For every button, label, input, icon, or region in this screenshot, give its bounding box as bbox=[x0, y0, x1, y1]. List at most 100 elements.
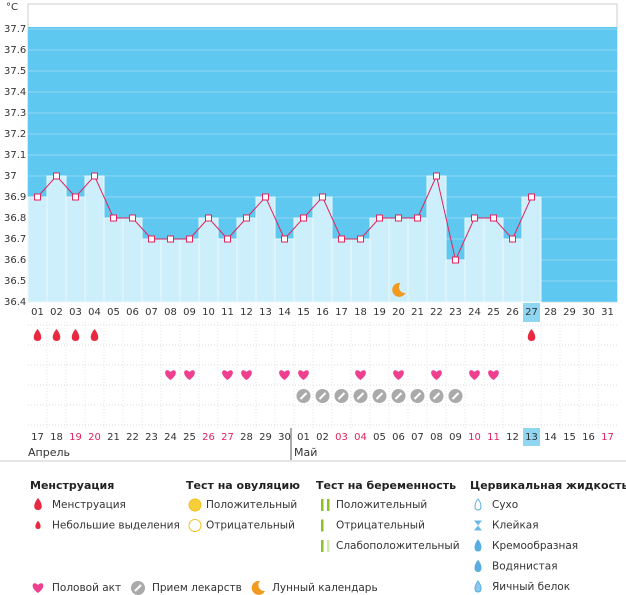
temp-column bbox=[103, 217, 124, 303]
x-tick-label: 24 bbox=[468, 307, 481, 318]
menstruation-mark bbox=[52, 329, 61, 341]
legend-item: Слабоположительный bbox=[336, 540, 460, 552]
legend-item: Отрицательный bbox=[336, 520, 425, 532]
x-tick-label: 10 bbox=[202, 307, 215, 318]
cycle-day-label: 06 bbox=[392, 432, 405, 443]
cycle-day-label: 22 bbox=[126, 432, 139, 443]
temp-point bbox=[338, 235, 345, 243]
x-tick-label: 02 bbox=[50, 307, 63, 318]
pill-slash bbox=[337, 392, 346, 400]
temp-column bbox=[236, 217, 257, 303]
temp-column bbox=[141, 238, 162, 303]
cycle-day-label: 10 bbox=[468, 432, 481, 443]
x-tick-label: 31 bbox=[601, 307, 614, 318]
temp-point bbox=[395, 214, 402, 222]
medication-mark bbox=[429, 389, 444, 403]
legend-icon bbox=[474, 580, 482, 593]
x-tick-label: 30 bbox=[582, 307, 595, 318]
legend-icon bbox=[251, 580, 265, 595]
x-tick-label: 22 bbox=[430, 307, 443, 318]
temp-point bbox=[376, 214, 383, 222]
legend-item: Отрицательный bbox=[206, 520, 295, 532]
cycle-day-label: 16 bbox=[582, 432, 595, 443]
temp-point bbox=[281, 235, 288, 243]
legend-item: Сухо bbox=[492, 499, 518, 511]
pill-slash bbox=[413, 392, 422, 400]
medication-mark bbox=[448, 389, 463, 403]
x-tick-label: 16 bbox=[316, 307, 329, 318]
legend-icon bbox=[131, 581, 145, 595]
x-tick-label: 28 bbox=[544, 307, 557, 318]
y-tick-label: 36.8 bbox=[4, 213, 26, 224]
legend-item: Менструация bbox=[52, 499, 126, 511]
selected-day bbox=[523, 303, 540, 322]
month-label: Май bbox=[294, 446, 317, 459]
x-tick-label: 17 bbox=[335, 307, 348, 318]
temp-point bbox=[357, 235, 364, 243]
y-tick-label: 36.7 bbox=[4, 234, 26, 245]
legend-item: Лунный календарь bbox=[272, 582, 378, 594]
temp-point bbox=[414, 214, 421, 222]
pill-slash bbox=[451, 392, 460, 400]
x-tick-label: 01 bbox=[31, 307, 44, 318]
y-tick-label: 37.6 bbox=[4, 45, 26, 56]
temp-column bbox=[464, 217, 485, 303]
medication-mark bbox=[372, 389, 387, 403]
legend-icon bbox=[188, 519, 202, 532]
intercourse-mark bbox=[165, 370, 176, 380]
cycle-day-label: 11 bbox=[487, 432, 500, 443]
temp-column bbox=[426, 175, 447, 303]
medication-mark bbox=[391, 389, 406, 403]
legend-icon bbox=[474, 539, 482, 552]
legend-icon bbox=[35, 520, 41, 529]
temp-point bbox=[110, 214, 117, 222]
temp-point bbox=[148, 235, 155, 243]
cycle-day-label: 26 bbox=[202, 432, 215, 443]
cycle-day-label: 02 bbox=[316, 432, 329, 443]
legend-item: Клейкая bbox=[492, 520, 539, 532]
cycle-day-label: 30 bbox=[278, 432, 291, 443]
temp-point bbox=[319, 193, 326, 201]
legend-item: Положительный bbox=[206, 499, 297, 511]
temp-point bbox=[490, 214, 497, 222]
y-tick-label: 37 bbox=[4, 171, 17, 182]
x-tick-label: 04 bbox=[88, 307, 101, 318]
x-tick-label: 18 bbox=[354, 307, 367, 318]
legend-item: Небольшие выделения bbox=[52, 520, 180, 532]
x-tick-label: 15 bbox=[297, 307, 310, 318]
legend-item: Половой акт bbox=[52, 582, 121, 594]
legend-icon bbox=[34, 498, 42, 510]
x-tick-label: 29 bbox=[563, 307, 576, 318]
medication-mark bbox=[410, 389, 425, 403]
temp-column bbox=[407, 217, 428, 303]
y-unit: °C bbox=[6, 2, 18, 13]
y-tick-label: 37.7 bbox=[4, 24, 26, 35]
temp-column bbox=[350, 238, 371, 303]
cycle-day-label: 27 bbox=[221, 432, 234, 443]
cycle-day-label: 18 bbox=[50, 432, 63, 443]
medication-mark bbox=[353, 389, 368, 403]
cycle-day-label: 25 bbox=[183, 432, 196, 443]
cycle-day-label: 17 bbox=[601, 432, 614, 443]
temp-point bbox=[205, 214, 212, 222]
menstruation-mark bbox=[33, 329, 42, 341]
temp-column bbox=[293, 217, 314, 303]
legend-icon bbox=[474, 498, 482, 511]
cycle-day-label: 29 bbox=[259, 432, 272, 443]
y-tick-label: 36.9 bbox=[4, 192, 26, 203]
temp-column bbox=[445, 259, 466, 303]
legend-item: Кремообразная bbox=[492, 540, 578, 552]
medication-mark bbox=[315, 389, 330, 403]
temp-point bbox=[34, 193, 41, 201]
cycle-day-label: 14 bbox=[544, 432, 557, 443]
cycle-day-label: 04 bbox=[354, 432, 367, 443]
temp-point bbox=[433, 172, 440, 180]
pill-slash bbox=[318, 392, 327, 400]
cycle-day-label: 19 bbox=[69, 432, 82, 443]
x-tick-label: 12 bbox=[240, 307, 253, 318]
x-tick-label: 09 bbox=[183, 307, 196, 318]
x-tick-label: 06 bbox=[126, 307, 139, 318]
temp-point bbox=[452, 256, 459, 264]
x-tick-label: 25 bbox=[487, 307, 500, 318]
